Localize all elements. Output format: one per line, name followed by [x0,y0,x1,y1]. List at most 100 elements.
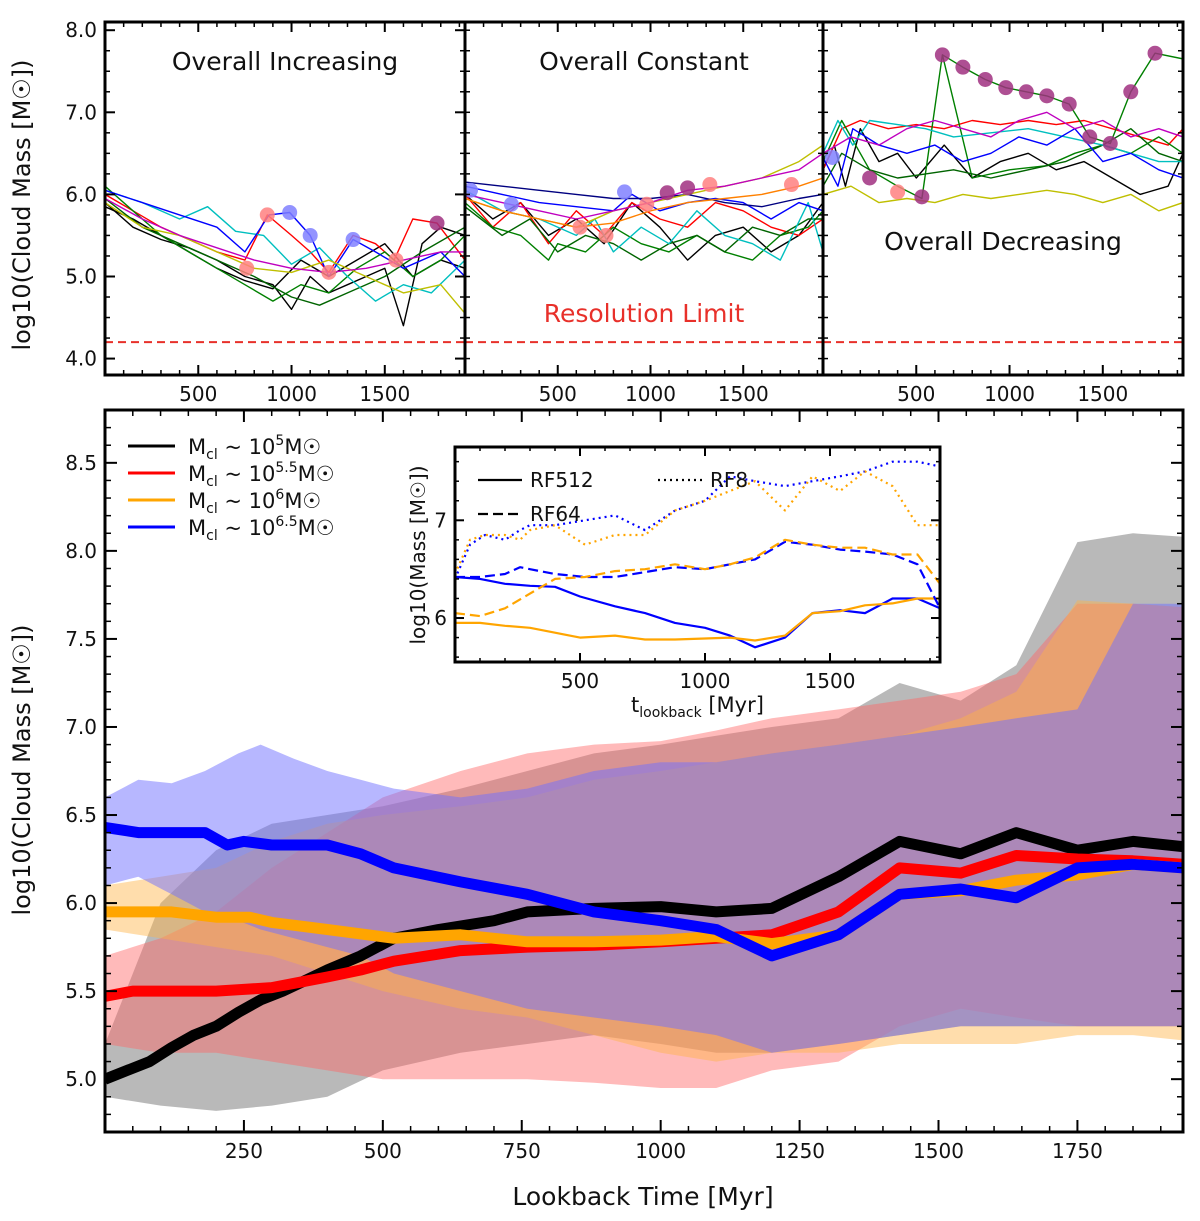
track-line [465,189,823,261]
y-tick-label: 8.0 [65,539,97,563]
x-tick-label: 1250 [774,1139,825,1163]
inset-line [455,470,940,575]
track-line [823,119,1183,163]
y-tick-label: 7.0 [65,100,97,124]
track-marker [659,185,675,201]
main-y-axis-label: log10(Cloud Mass [M☉]) [8,624,36,915]
inset-line [455,575,940,649]
median-line [105,850,1183,1002]
y-tick-label: 6.5 [65,803,97,827]
track-marker [934,47,950,63]
track-line [105,202,465,327]
x-tick-label: 1000 [266,382,317,406]
y-tick-label: 6 [434,606,447,630]
track-marker [955,59,971,75]
track-marker [890,184,906,200]
x-tick-label: 1750 [1052,1139,1103,1163]
x-tick-label: 1000 [635,1139,686,1163]
track-marker [998,80,1014,96]
panel-title: Overall Decreasing [884,227,1122,256]
axes-frame [821,20,1185,377]
axes-frame [453,445,942,664]
panel-top-right: 500 1000 1500 Overall Decreasing [821,20,1185,406]
x-tick-label: 500 [897,382,935,406]
plot-area [465,144,823,344]
track-marker [1102,135,1118,151]
track-line [105,189,465,302]
track-marker [617,184,633,200]
track-marker [1123,84,1139,100]
track-line [823,119,1183,171]
track-marker [572,219,588,235]
y-tick-label: 7 [434,508,447,532]
track-line [942,52,1183,145]
panel-title: Overall Increasing [172,47,398,76]
x-tick-label: 500 [179,382,217,406]
track-marker [680,180,696,196]
y-tick-label: 8.0 [65,18,97,42]
legend-label: Mcl ~ 106M☉ [188,487,321,517]
inset-legend-label: RF64 [530,502,581,526]
x-tick-label: 1500 [718,382,769,406]
inset-legend-label: RF8 [710,468,748,492]
y-tick-label: 6.0 [65,891,97,915]
track-marker [824,149,840,165]
plot-area [823,45,1183,344]
legend-label: Mcl ~ 105.5M☉ [188,460,335,490]
panel-top-left: 500 1000 1500 4.0 5.0 6.0 7.0 8.0 Overall Increa… [65,18,467,406]
median-line [105,821,1183,962]
x-tick-label: 750 [503,1139,541,1163]
track-marker [1039,88,1055,104]
x-tick-label: 1500 [1077,382,1128,406]
panel-top-middle: 500 1000 1500 Overall Constant [463,20,825,406]
panel-inset: 500 1000 1500 6 7 RF512 RF64 RF8 log10(Mass [M☉]… [406,445,942,721]
track-marker [783,177,799,193]
y-tick-label: 7.5 [65,627,97,651]
track-marker [282,204,298,220]
track-marker [321,264,337,280]
x-tick-label: 1000 [984,382,1035,406]
panel-main: 250 500 750 1000 1250 1500 1750 5.0 5.5 6.0 6.5 7.0… [65,408,1185,1163]
track-line [105,197,465,274]
track-line [823,127,1183,187]
track-line [465,206,823,261]
track-line [823,127,1183,196]
inset-x-axis-label: tlookback [Myr] [631,693,764,721]
x-tick-label: 250 [225,1139,263,1163]
x-tick-label: 1000 [680,669,731,693]
track-marker [239,260,255,276]
y-tick-label: 8.5 [65,451,97,475]
track-marker [259,207,275,223]
track-marker [1018,84,1034,100]
track-marker [977,71,993,87]
track-marker [503,196,519,212]
plot-area [455,460,940,649]
legend-label: Mcl ~ 105M☉ [188,433,321,463]
track-marker [862,170,878,186]
y-tick-label: 7.0 [65,715,97,739]
track-line [823,111,1183,154]
main-x-axis-label: Lookback Time [Myr] [512,1182,773,1211]
track-line [465,202,823,261]
resolution-limit-label: Resolution Limit [544,299,745,328]
track-marker [345,232,361,248]
x-tick-label: 500 [561,669,599,693]
top-y-axis-label: log10(Cloud Mass [M☉]) [8,59,36,350]
y-tick-label: 5.0 [65,1067,97,1091]
inset-line [455,538,940,618]
y-tick-label: 4.0 [65,347,97,371]
legend-label: Mcl ~ 106.5M☉ [188,514,335,544]
track-line [823,185,1183,212]
track-line [105,202,465,314]
track-line [105,185,465,302]
track-marker [914,189,930,205]
median-line [105,827,1183,1085]
y-tick-label: 5.0 [65,264,97,288]
x-tick-label: 1000 [625,382,676,406]
y-tick-label: 5.5 [65,979,97,1003]
plot-area [105,185,465,344]
inset-legend-label: RF512 [530,468,594,492]
track-line [823,127,1183,187]
inset-legend: RF512 RF64 RF8 [478,468,748,526]
